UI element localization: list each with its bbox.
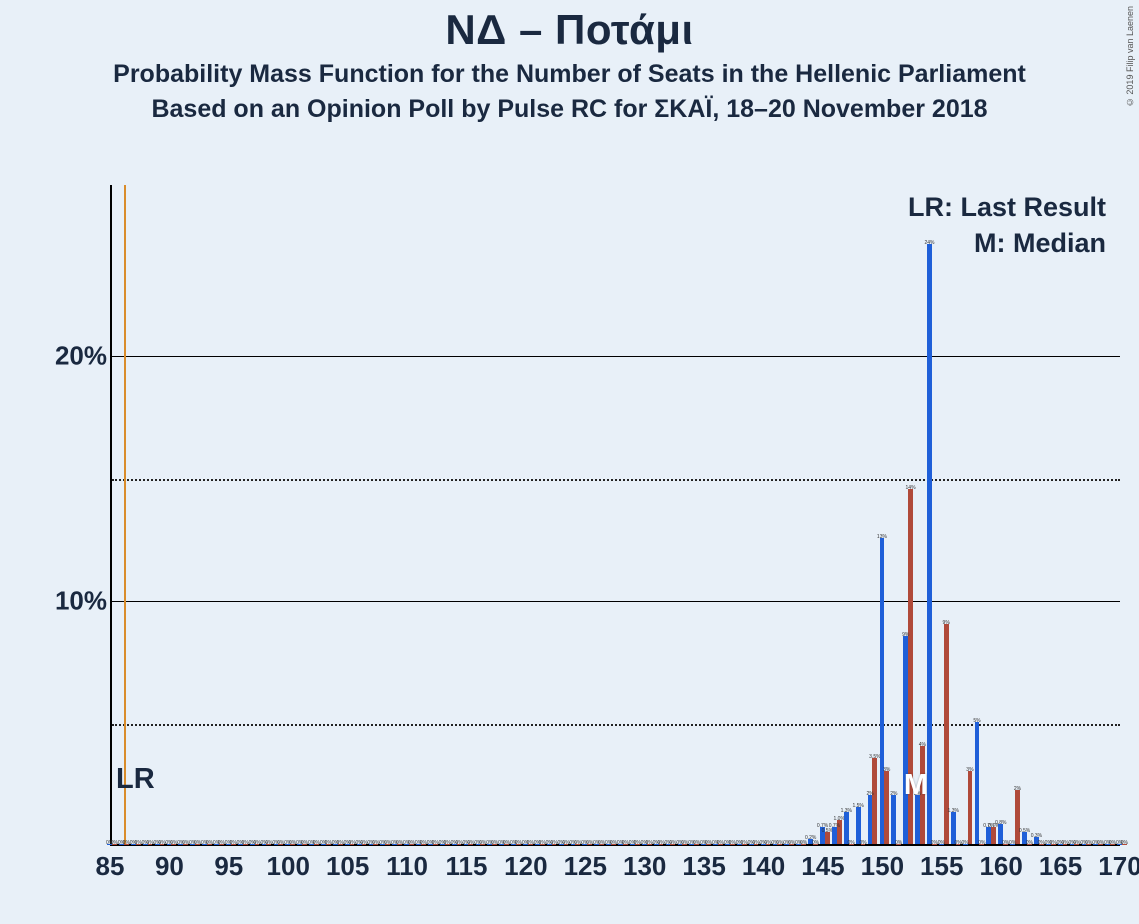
bar-value-label: 0%	[962, 840, 969, 846]
bar-red	[991, 827, 996, 844]
bar-value-label: 3%	[883, 767, 890, 773]
bar-value-label: 0%	[978, 840, 985, 846]
bar-value-label: 0.3%	[1031, 833, 1042, 839]
x-axis-label: 110	[386, 851, 428, 882]
bar-blue	[927, 244, 932, 844]
chart-subtitle-2: Based on an Opinion Poll by Pulse RC for…	[0, 95, 1139, 124]
bar-value-label: 0.7%	[829, 823, 840, 829]
x-axis-label: 150	[861, 851, 904, 882]
x-axis-label: 145	[801, 851, 844, 882]
gridline	[112, 479, 1120, 481]
bar-value-label: 0%	[847, 840, 854, 846]
legend-m: M: Median	[908, 225, 1106, 261]
copyright-text: © 2019 Filip van Laenen	[1125, 6, 1135, 107]
bar-value-label: 0%	[1026, 840, 1033, 846]
bar-value-label: 0%	[812, 840, 819, 846]
chart-subtitle-1: Probability Mass Function for the Number…	[0, 60, 1139, 89]
y-axis-label: 10%	[55, 586, 107, 617]
x-axis-label: 130	[623, 851, 666, 882]
bar-value-label: 2%	[890, 791, 897, 797]
bar-blue	[975, 722, 980, 844]
legend: LR: Last Result M: Median	[908, 189, 1106, 262]
bar-value-label: 0%	[1009, 840, 1016, 846]
x-axis-label: 105	[326, 851, 369, 882]
bar-value-label: 5%	[973, 718, 980, 724]
x-axis-label: 100	[267, 851, 310, 882]
x-axis-label: 115	[445, 851, 487, 882]
x-axis-label: 135	[682, 851, 725, 882]
bar-blue	[891, 795, 896, 844]
bar-value-label: 4%	[919, 742, 926, 748]
gridline	[112, 356, 1120, 357]
bar-value-label: 0.8%	[995, 820, 1006, 826]
x-axis-label: 170	[1098, 851, 1139, 882]
bar-value-label: 9%	[902, 632, 909, 638]
plot-area: LR: Last Result M: Median LR 0% 0% 0% 0% 0% 0%…	[110, 185, 1120, 846]
y-axis-label: 20%	[55, 341, 107, 372]
bar-red	[968, 771, 973, 844]
bar-blue	[856, 807, 861, 844]
x-axis-label: 120	[504, 851, 547, 882]
x-axis-label: 140	[742, 851, 785, 882]
x-axis-label: 125	[564, 851, 607, 882]
x-axis-label: 95	[214, 851, 243, 882]
bar-value-label: 1.5%	[852, 803, 863, 809]
x-axis-label: 160	[979, 851, 1022, 882]
gridline	[112, 601, 1120, 602]
bar-value-label: 0.5%	[1019, 828, 1030, 834]
bar-value-label: 2%	[866, 791, 873, 797]
lr-marker-label: LR	[116, 763, 155, 796]
x-axis-label: 85	[96, 851, 125, 882]
bar-value-label: 3%	[966, 767, 973, 773]
lr-line	[124, 185, 126, 844]
bar-value-label: 1.3%	[841, 808, 852, 814]
bar-value-label: 9%	[943, 620, 950, 626]
bar-value-label: 1.3%	[948, 808, 959, 814]
x-axis-labels: 8590951001051101151201251301351401451501…	[110, 851, 1120, 887]
gridline	[112, 724, 1120, 726]
bar-value-label: 13%	[877, 534, 887, 540]
bar-value-label: 24%	[924, 240, 934, 246]
x-axis-label: 90	[155, 851, 184, 882]
bar-value-label: 14%	[906, 485, 916, 491]
chart-area: LR: Last Result M: Median LR 0% 0% 0% 0% 0% 0%…	[0, 175, 1139, 885]
bar-value-label: 0%	[1121, 840, 1128, 846]
bar-value-label: 0%	[895, 840, 902, 846]
bar-value-label: 2%	[1014, 786, 1021, 792]
title-block: ΝΔ – Ποτάμι Probability Mass Function fo…	[0, 0, 1139, 124]
median-marker-label: M	[904, 769, 928, 802]
bar-red	[884, 771, 889, 844]
bar-value-label: 0%	[859, 840, 866, 846]
x-axis-label: 165	[1039, 851, 1082, 882]
chart-title: ΝΔ – Ποτάμι	[0, 6, 1139, 54]
bar-red	[1015, 790, 1020, 844]
bar-value-label: 0%	[938, 840, 945, 846]
legend-lr: LR: Last Result	[908, 189, 1106, 225]
x-axis-label: 155	[920, 851, 963, 882]
bar-red	[872, 758, 877, 844]
